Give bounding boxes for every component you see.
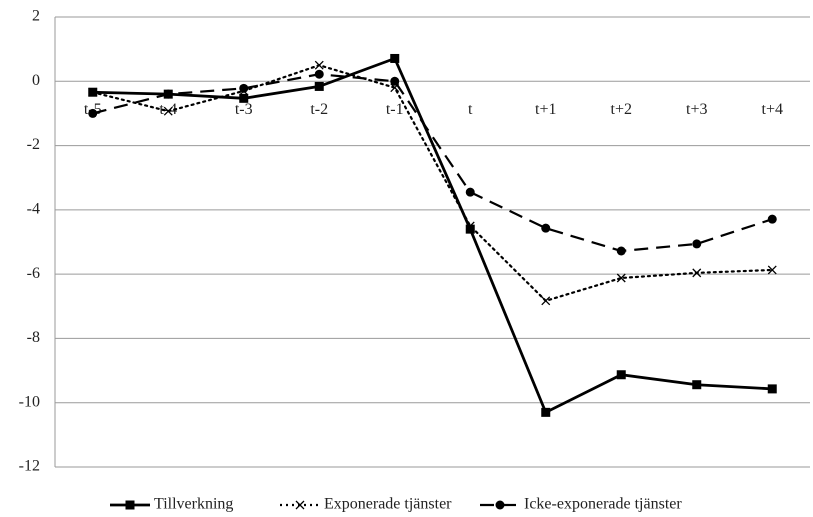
marker <box>541 407 551 417</box>
marker <box>692 239 702 249</box>
y-tick-label: -8 <box>27 329 40 346</box>
marker <box>692 380 702 390</box>
series <box>88 60 777 306</box>
legend-label: Icke-exponerade tjänster <box>524 496 682 513</box>
marker <box>163 106 173 116</box>
marker <box>541 223 551 233</box>
marker <box>239 83 249 93</box>
marker <box>692 268 702 278</box>
x-tick-label: t-3 <box>235 101 253 118</box>
marker <box>767 214 777 224</box>
line <box>92 73 773 253</box>
marker <box>88 87 98 97</box>
marker <box>239 93 249 103</box>
marker <box>616 273 626 283</box>
marker <box>616 246 626 256</box>
marker <box>390 53 400 63</box>
line <box>91 64 774 303</box>
x-tick-label: t+1 <box>535 101 556 118</box>
y-tick-label: 0 <box>32 72 40 89</box>
marker <box>314 81 324 91</box>
legend-marker <box>125 500 135 510</box>
marker <box>314 60 324 70</box>
marker <box>163 89 173 99</box>
legend-marker <box>295 500 305 510</box>
marker <box>465 221 475 231</box>
marker <box>314 69 324 79</box>
marker <box>465 224 475 234</box>
series <box>88 53 777 417</box>
legend-label: Exponerade tjänster <box>324 496 452 513</box>
x-tick-label: t-1 <box>386 101 404 118</box>
y-tick-label: -10 <box>19 393 40 410</box>
marker <box>465 187 475 197</box>
y-tick-label: 2 <box>32 8 40 25</box>
y-tick-label: -6 <box>27 265 40 282</box>
marker <box>88 108 98 118</box>
y-tick-label: -12 <box>19 458 40 475</box>
marker <box>767 265 777 275</box>
legend-item: Icke-exponerade tjänster <box>480 496 682 513</box>
series <box>88 69 777 256</box>
legend-item: Tillverkning <box>110 496 233 513</box>
x-tick-label: t+3 <box>686 101 707 118</box>
x-tick-label: t <box>468 101 473 118</box>
x-tick-label: t+4 <box>762 101 783 118</box>
marker <box>616 370 626 380</box>
legend-label: Tillverkning <box>154 496 233 513</box>
marker <box>541 296 551 306</box>
marker <box>390 76 400 86</box>
legend-item: Exponerade tjänster <box>280 496 452 513</box>
legend-marker <box>495 500 505 510</box>
x-tick-label: t+2 <box>611 101 632 118</box>
line <box>92 56 773 415</box>
x-tick-label: t-4 <box>159 101 177 118</box>
marker <box>767 384 777 394</box>
y-tick-label: -4 <box>27 201 40 218</box>
x-tick-label: t-2 <box>310 101 328 118</box>
y-tick-label: -2 <box>27 136 40 153</box>
